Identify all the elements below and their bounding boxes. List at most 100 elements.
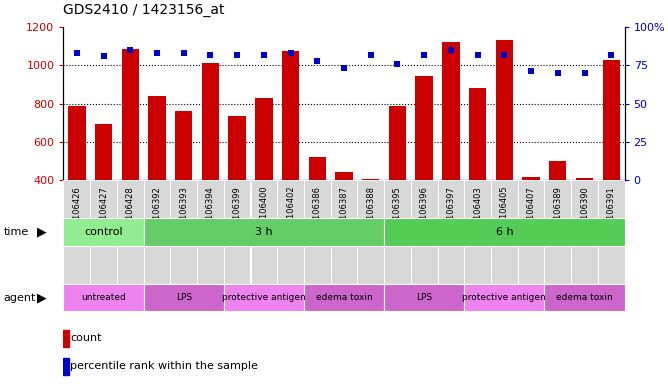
Bar <box>442 42 460 180</box>
Bar <box>384 218 625 246</box>
Point <box>419 51 430 58</box>
Point <box>232 51 242 58</box>
Text: time: time <box>3 227 29 237</box>
Bar <box>282 51 299 180</box>
Bar <box>415 76 433 180</box>
Bar <box>277 180 304 288</box>
Bar <box>464 284 544 311</box>
Text: GSM106387: GSM106387 <box>339 186 349 237</box>
Bar <box>90 180 117 288</box>
Text: GSM106407: GSM106407 <box>526 186 536 237</box>
Bar <box>335 172 353 180</box>
Bar <box>464 180 491 288</box>
Point <box>98 53 109 59</box>
Bar <box>384 284 464 311</box>
Bar <box>95 124 112 180</box>
Bar <box>384 180 411 288</box>
Point <box>285 50 296 56</box>
Text: GSM106403: GSM106403 <box>473 186 482 237</box>
Bar <box>228 116 246 180</box>
Text: LPS: LPS <box>416 293 432 302</box>
Bar <box>544 284 625 311</box>
Point <box>499 51 510 58</box>
Text: GSM106402: GSM106402 <box>286 186 295 237</box>
Bar <box>544 180 571 288</box>
Bar <box>144 284 224 311</box>
Text: GSM106392: GSM106392 <box>152 186 162 237</box>
Text: GSM106391: GSM106391 <box>607 186 616 237</box>
Bar <box>438 180 464 288</box>
Bar <box>63 358 69 375</box>
Bar <box>255 98 273 180</box>
Point <box>125 47 136 53</box>
Text: GSM106399: GSM106399 <box>232 186 242 237</box>
Bar <box>304 180 331 288</box>
Text: control: control <box>84 227 123 237</box>
Text: percentile rank within the sample: percentile rank within the sample <box>71 361 259 371</box>
Bar <box>63 180 90 288</box>
Text: ▶: ▶ <box>37 291 46 304</box>
Text: GSM106428: GSM106428 <box>126 186 135 237</box>
Bar <box>175 111 192 180</box>
Text: edema toxin: edema toxin <box>316 293 372 302</box>
Bar <box>170 180 197 288</box>
Bar <box>331 180 357 288</box>
Text: GSM106389: GSM106389 <box>553 186 562 237</box>
Bar <box>411 180 438 288</box>
Point <box>472 51 483 58</box>
Bar <box>202 63 219 180</box>
Text: GSM106427: GSM106427 <box>99 186 108 237</box>
Text: GSM106388: GSM106388 <box>366 186 375 237</box>
Bar <box>148 96 166 180</box>
Text: GDS2410 / 1423156_at: GDS2410 / 1423156_at <box>63 3 225 17</box>
Text: count: count <box>71 333 102 343</box>
Bar <box>309 157 326 180</box>
Bar <box>122 49 139 180</box>
Text: GSM106396: GSM106396 <box>420 186 429 237</box>
Text: GSM106400: GSM106400 <box>259 186 269 237</box>
Bar <box>603 61 620 180</box>
Text: protective antigen: protective antigen <box>222 293 306 302</box>
Bar <box>357 180 384 288</box>
Bar <box>63 218 144 246</box>
Text: agent: agent <box>3 293 35 303</box>
Point <box>365 51 376 58</box>
Point <box>392 61 403 67</box>
Text: GSM106397: GSM106397 <box>446 186 456 237</box>
Text: GSM106386: GSM106386 <box>313 186 322 237</box>
Text: GSM106393: GSM106393 <box>179 186 188 237</box>
Text: LPS: LPS <box>176 293 192 302</box>
Text: protective antigen: protective antigen <box>462 293 546 302</box>
Bar <box>250 180 277 288</box>
Text: GSM106426: GSM106426 <box>72 186 81 237</box>
Bar <box>117 180 144 288</box>
Bar <box>571 180 598 288</box>
Point <box>71 50 82 56</box>
Text: 6 h: 6 h <box>496 227 513 237</box>
Bar <box>549 161 566 180</box>
Point <box>446 47 456 53</box>
Bar <box>197 180 224 288</box>
Text: GSM106395: GSM106395 <box>393 186 402 237</box>
Bar <box>63 284 144 311</box>
Text: edema toxin: edema toxin <box>556 293 613 302</box>
Point <box>339 65 349 71</box>
Text: ▶: ▶ <box>37 226 46 239</box>
Bar <box>496 40 513 180</box>
Text: GSM106394: GSM106394 <box>206 186 215 237</box>
Bar <box>362 179 379 180</box>
Text: untreated: untreated <box>81 293 126 302</box>
Text: GSM106390: GSM106390 <box>580 186 589 237</box>
Bar <box>224 180 250 288</box>
Bar <box>63 329 69 347</box>
Point <box>259 51 269 58</box>
Bar <box>224 284 304 311</box>
Bar <box>491 180 518 288</box>
Bar <box>144 180 170 288</box>
Bar <box>576 177 593 180</box>
Bar <box>522 177 540 180</box>
Point <box>526 68 536 74</box>
Bar <box>469 88 486 180</box>
Text: 3 h: 3 h <box>255 227 273 237</box>
Point <box>552 70 563 76</box>
